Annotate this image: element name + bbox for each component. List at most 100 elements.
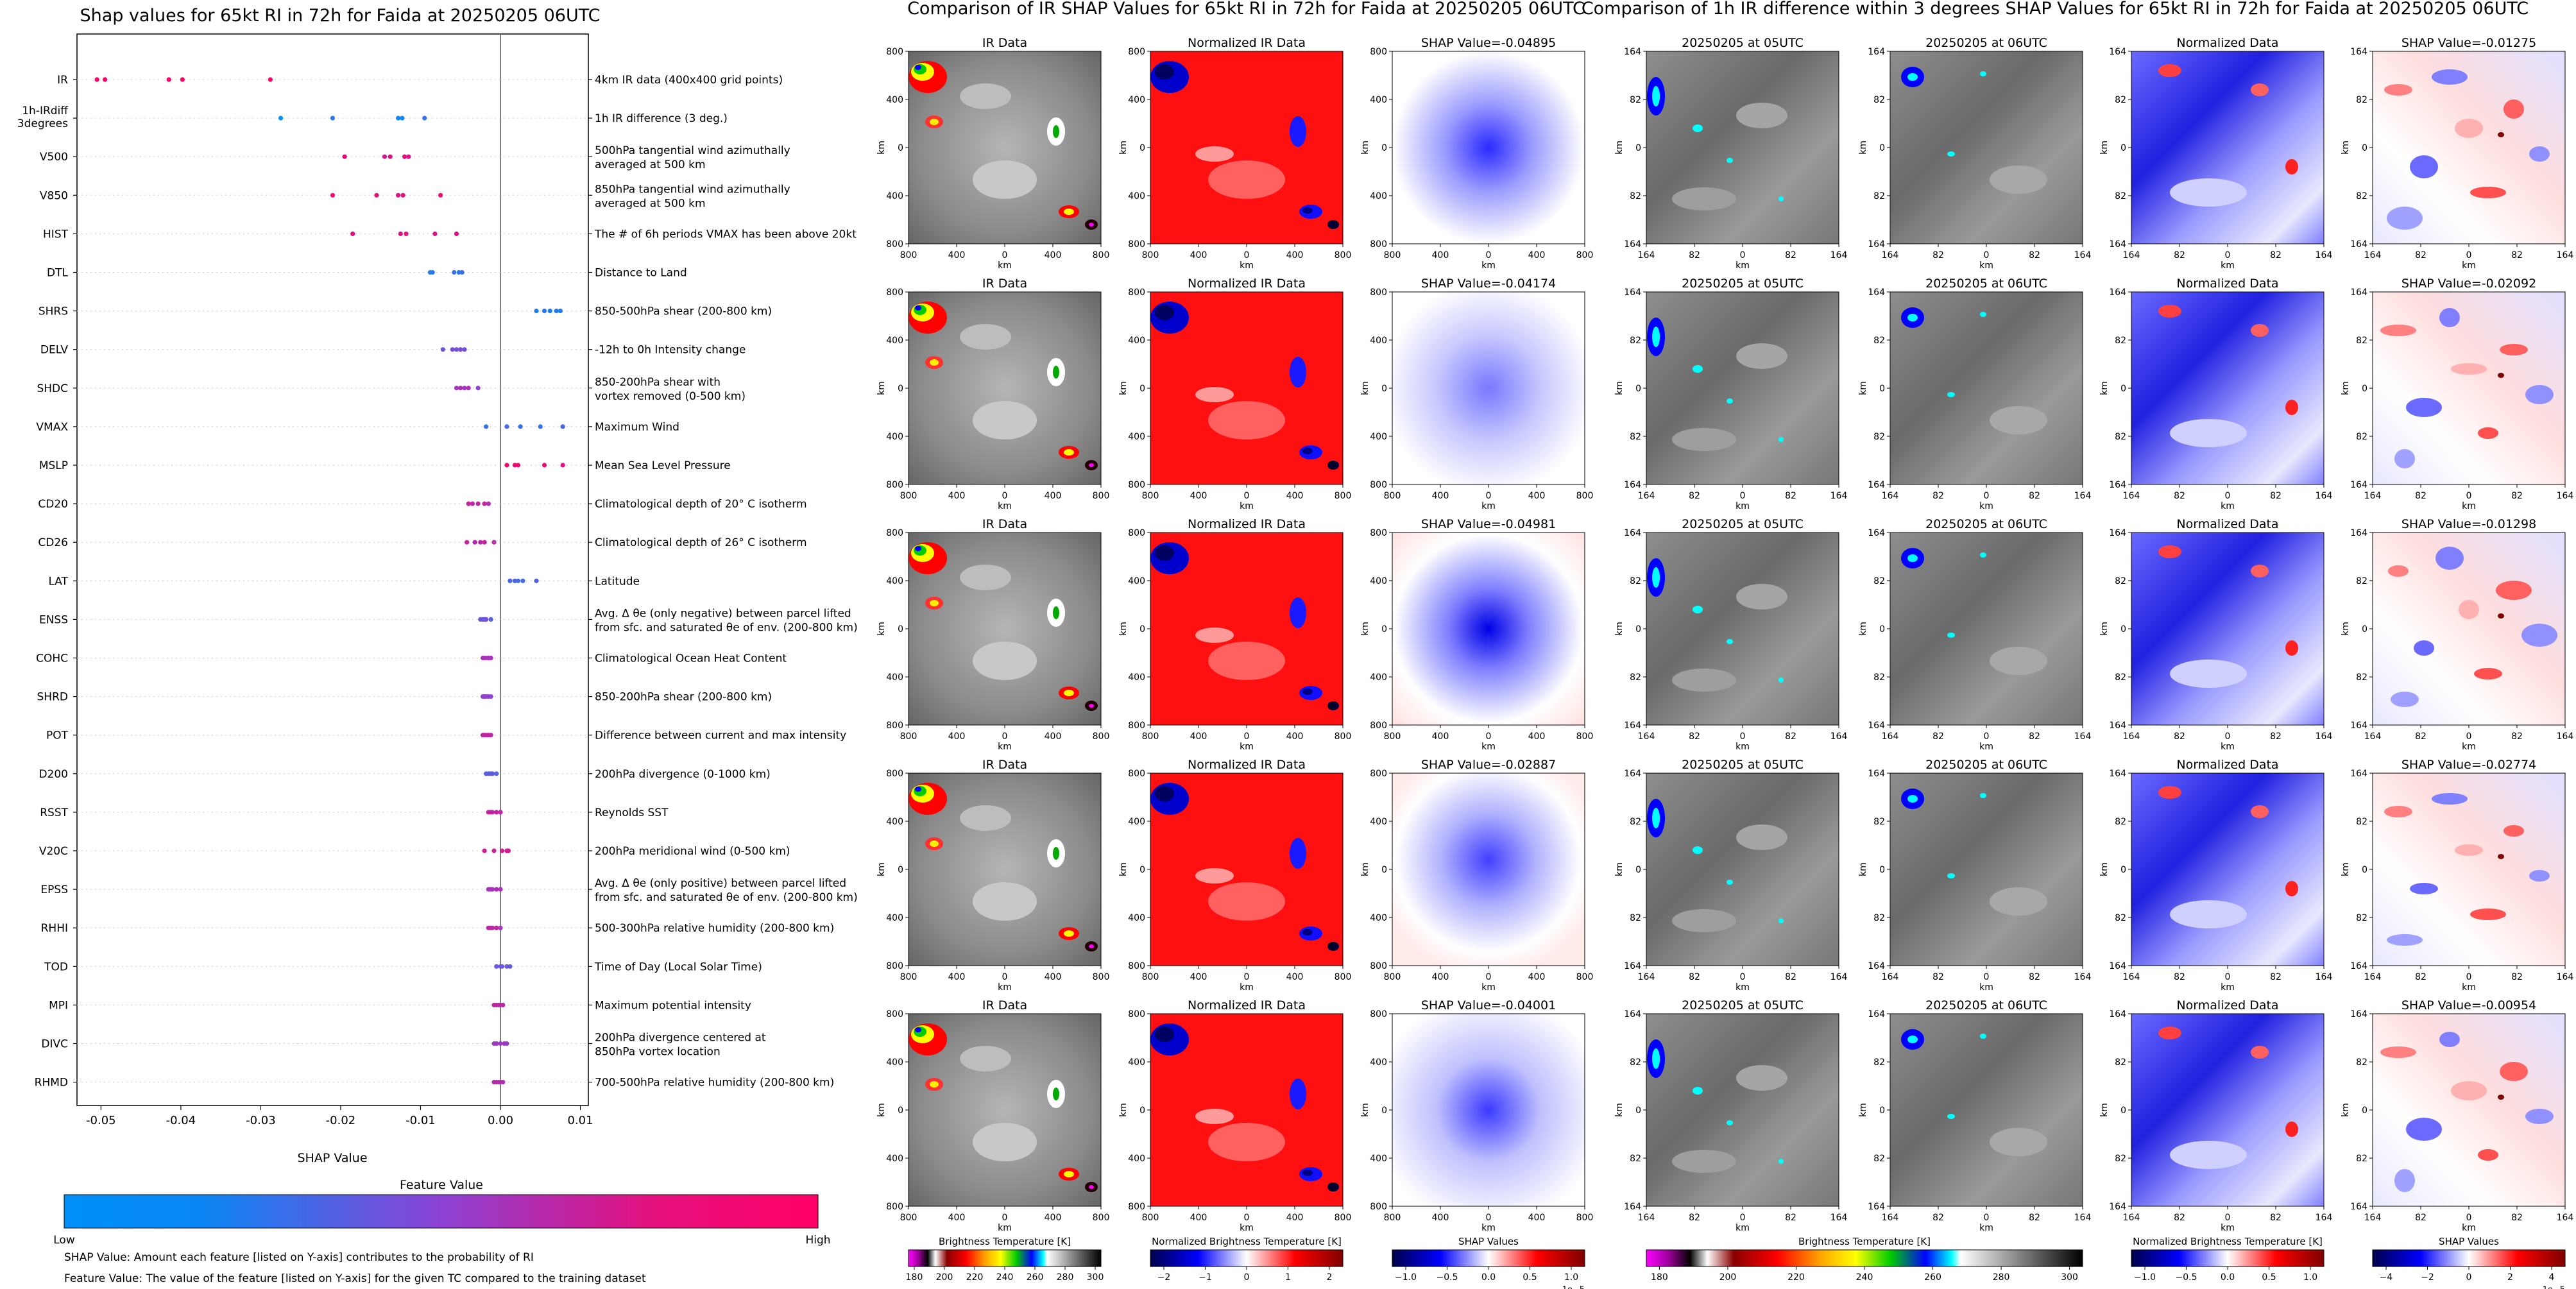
y-tick-label: 82	[1630, 576, 1641, 586]
normalized-diff-image	[2131, 1014, 2324, 1206]
y-tick-label: 400	[1370, 672, 1387, 683]
y-tick-label: 164	[1868, 239, 1885, 250]
x-tick-label: 400	[1432, 491, 1449, 501]
x-tick-label: 164	[2074, 972, 2092, 982]
colorbar-tick-label: 300	[1087, 1272, 1104, 1283]
feature-description: 500hPa tangential wind azimuthally averag…	[595, 144, 790, 171]
x-tick-label: 164	[2123, 731, 2140, 742]
y-tick-label: 164	[1868, 769, 1885, 779]
y-tick-label: 164	[1624, 528, 1641, 538]
y-tick-label: 82	[2356, 913, 2367, 923]
y-axis-label: km	[876, 381, 887, 395]
y-tick-label: 400	[886, 336, 903, 346]
y-axis-label: km	[1118, 141, 1129, 155]
y-tick-label: 0	[1879, 1105, 1885, 1116]
y-tick-label: 82	[1873, 817, 1885, 827]
irdiff-colorbars: Brightness Temperature [K]180 200 220 240 26…	[1646, 1236, 2566, 1289]
x-tick-label: 82	[1932, 491, 1944, 501]
y-tick-label: 164	[2350, 47, 2367, 57]
shap-point	[382, 154, 388, 159]
colorbar-tick-label: 1	[1285, 1272, 1291, 1283]
image-feature	[1736, 103, 1787, 128]
x-tick-label: 800	[900, 972, 917, 982]
image-feature	[930, 119, 939, 125]
shap-point	[462, 386, 467, 391]
y-tick-label: 400	[1128, 191, 1145, 201]
x-axis-label: km	[2462, 260, 2476, 271]
x-tick-label: -0.05	[86, 1114, 116, 1127]
shap-point	[422, 115, 427, 121]
x-tick-label: 0	[1002, 972, 1008, 982]
image-feature	[2451, 363, 2487, 375]
x-tick-label: 0	[2225, 972, 2231, 982]
x-tick-label: 164	[1882, 491, 1899, 501]
image-feature	[1327, 220, 1339, 229]
y-tick-label: 82	[2115, 672, 2126, 683]
image-feature	[973, 160, 1037, 199]
feature-description: Climatological depth of 20° C isotherm	[595, 498, 807, 511]
y-tick-label: 164	[2109, 1202, 2126, 1212]
x-tick-label: 164	[1882, 1213, 1899, 1223]
x-tick-label: 0	[2466, 972, 2472, 982]
y-tick-label: 400	[1370, 576, 1387, 586]
image-feature	[2498, 854, 2504, 859]
colorbar-tick-label: 240	[996, 1272, 1014, 1283]
y-tick-label: 0	[898, 1105, 903, 1116]
feature-description: Time of Day (Local Solar Time)	[594, 960, 762, 973]
y-tick-label: 800	[1128, 287, 1145, 298]
y-axis-label: km	[1858, 862, 1868, 876]
y-tick-label: 164	[1624, 1009, 1641, 1020]
feature-description: Distance to Land	[595, 267, 687, 280]
shap-point	[498, 887, 503, 892]
feature-label: HIST	[43, 228, 69, 241]
y-axis-label: km	[1614, 1103, 1625, 1117]
image-feature	[1327, 942, 1339, 951]
x-tick-label: -0.04	[166, 1114, 196, 1127]
y-tick-label: 800	[886, 961, 903, 971]
x-tick-label: 164	[1638, 491, 1655, 501]
y-tick-label: 0	[1381, 384, 1387, 394]
shap-point	[470, 501, 475, 506]
panel-title: Normalized Data	[2176, 998, 2278, 1012]
panel-title: IR Data	[982, 36, 1027, 50]
x-tick-label: 82	[1689, 250, 1700, 260]
x-tick-label: 82	[2415, 250, 2427, 260]
shap-point	[494, 810, 499, 815]
image-feature	[1727, 158, 1733, 163]
image-feature	[1155, 786, 1174, 801]
x-tick-label: 800	[1335, 731, 1352, 742]
y-tick-label: 0	[1635, 1105, 1641, 1116]
y-tick-label: 82	[2356, 817, 2367, 827]
x-tick-label: 0	[2466, 491, 2472, 501]
y-tick-label: 400	[1128, 1154, 1145, 1164]
shap-summary-chart: Shap values for 65kt RI in 72h for Faida…	[17, 6, 858, 1285]
y-tick-label: 164	[2109, 239, 2126, 250]
image-feature	[1907, 795, 1918, 803]
x-tick-label: 164	[2364, 1213, 2382, 1223]
colorbar-title: Feature Value	[400, 1178, 483, 1192]
x-tick-label: 0	[1740, 250, 1746, 260]
x-tick-label: 400	[1528, 491, 1546, 501]
x-tick-label: 82	[1785, 250, 1796, 260]
image-feature	[1155, 64, 1174, 80]
shap-point	[490, 925, 495, 930]
image-feature	[2406, 1118, 2442, 1141]
colorbar-tick-label: 2	[1327, 1272, 1333, 1283]
image-feature	[2500, 344, 2528, 355]
y-tick-label: 400	[1128, 336, 1145, 346]
panel-title: Normalized IR Data	[1188, 998, 1306, 1012]
image-feature	[1947, 151, 1955, 157]
shap-point	[490, 810, 495, 815]
feature-label: 1h-IRdiff 3degrees	[17, 105, 69, 130]
image-feature	[1727, 1120, 1733, 1125]
y-tick-label: 400	[1370, 1057, 1387, 1068]
shap-point	[396, 192, 401, 198]
y-axis-label: km	[1360, 381, 1370, 395]
y-axis-label: km	[1360, 622, 1370, 636]
irdiff-panel-grid: 20250205 at 05UTCkmkm1641648282008282164…	[1614, 36, 2573, 1233]
colorbar-tick-label: 180	[1651, 1272, 1668, 1283]
y-tick-label: 400	[1370, 95, 1387, 105]
y-tick-label: 82	[2356, 576, 2367, 586]
image-feature	[1208, 642, 1285, 680]
x-tick-label: 164	[2316, 250, 2333, 260]
